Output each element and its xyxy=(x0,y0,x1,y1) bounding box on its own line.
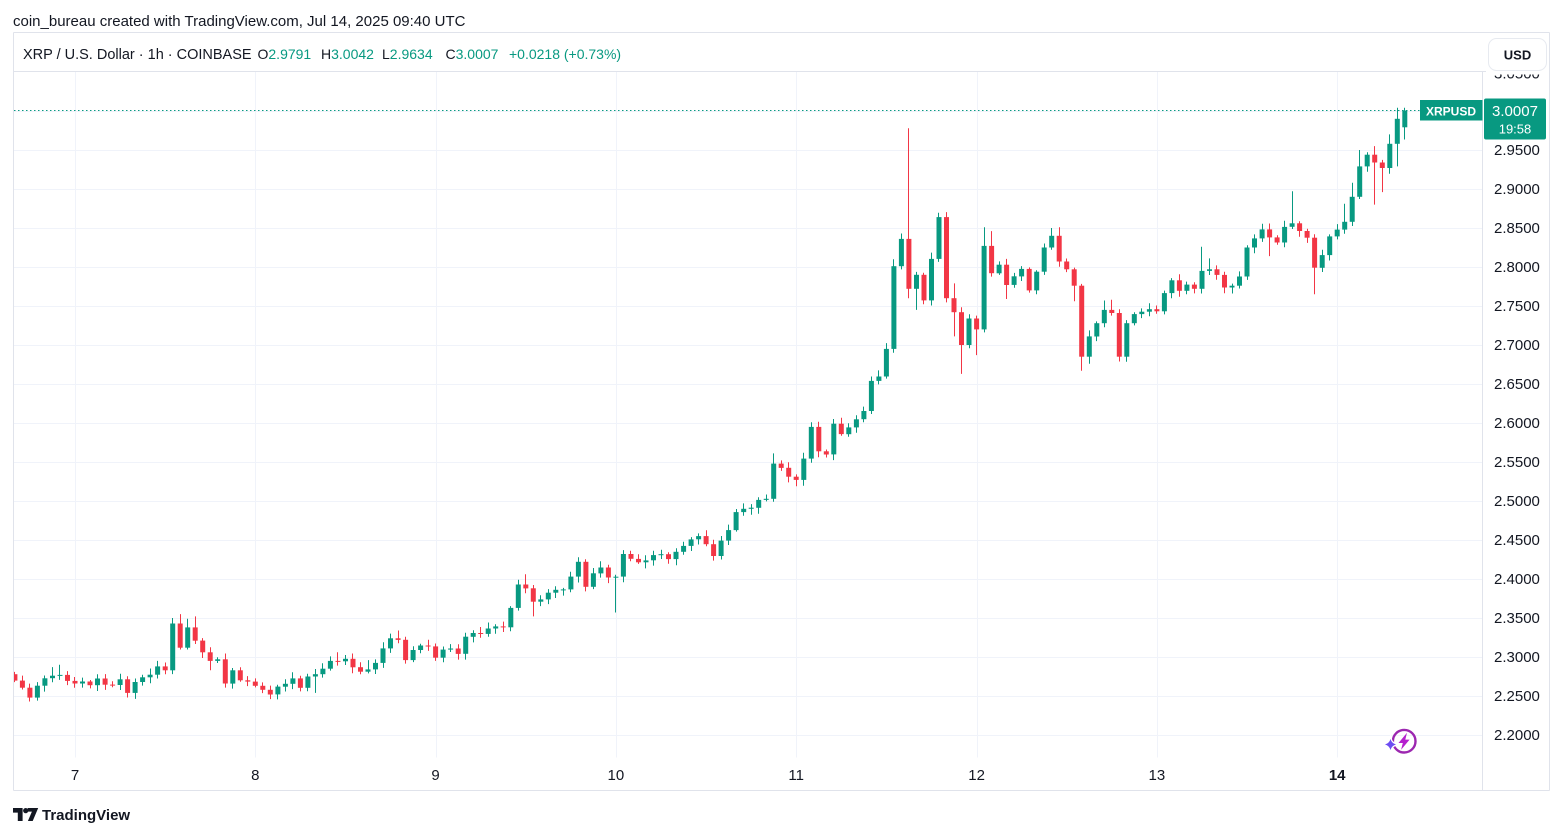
svg-text:2.3500: 2.3500 xyxy=(1494,610,1540,627)
svg-text:2.6000: 2.6000 xyxy=(1494,415,1540,432)
svg-text:2.7500: 2.7500 xyxy=(1494,298,1540,315)
svg-text:2.9500: 2.9500 xyxy=(1494,142,1540,159)
svg-text:8: 8 xyxy=(251,767,259,784)
svg-text:XRPUSD: XRPUSD xyxy=(1426,105,1476,119)
svg-text:2.3000: 2.3000 xyxy=(1494,649,1540,666)
svg-text:coin_bureau created with Tradi: coin_bureau created with TradingView.com… xyxy=(13,13,466,30)
svg-text:12: 12 xyxy=(968,767,985,784)
svg-text:TradingView: TradingView xyxy=(42,807,130,824)
svg-text:2.8500: 2.8500 xyxy=(1494,220,1540,237)
svg-text:2.6500: 2.6500 xyxy=(1494,376,1540,393)
svg-text:10: 10 xyxy=(608,767,625,784)
svg-text:14: 14 xyxy=(1329,767,1346,784)
svg-text:2.7000: 2.7000 xyxy=(1494,337,1540,354)
svg-text:USD: USD xyxy=(1504,48,1531,63)
svg-text:19:58: 19:58 xyxy=(1499,122,1532,137)
svg-text:2.8000: 2.8000 xyxy=(1494,259,1540,276)
svg-text:2.5500: 2.5500 xyxy=(1494,454,1540,471)
svg-text:2.4500: 2.4500 xyxy=(1494,532,1540,549)
svg-text:2.5000: 2.5000 xyxy=(1494,493,1540,510)
svg-text:2.4000: 2.4000 xyxy=(1494,571,1540,588)
svg-text:13: 13 xyxy=(1149,767,1166,784)
svg-text:2.2500: 2.2500 xyxy=(1494,688,1540,705)
svg-text:XRP / U.S. Dollar · 1h · COINB: XRP / U.S. Dollar · 1h · COINBASE xyxy=(23,47,252,63)
svg-text:3.0007: 3.0007 xyxy=(1492,103,1538,120)
svg-text:2.9000: 2.9000 xyxy=(1494,181,1540,198)
svg-text:7: 7 xyxy=(71,767,79,784)
svg-text:9: 9 xyxy=(431,767,439,784)
svg-text:11: 11 xyxy=(788,767,804,784)
svg-text:2.2000: 2.2000 xyxy=(1494,727,1540,744)
